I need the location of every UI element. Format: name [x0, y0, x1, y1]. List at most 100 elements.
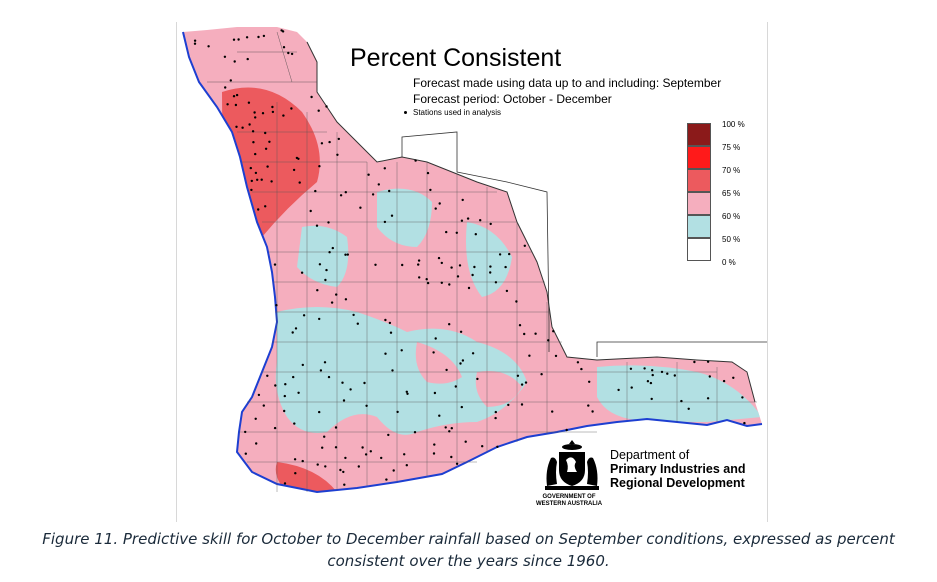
station-point	[405, 464, 408, 467]
station-point	[317, 109, 320, 112]
station-point	[476, 377, 479, 381]
forecast-line: Forecast made using data up to and inclu…	[413, 76, 722, 90]
station-point	[282, 46, 286, 49]
station-point	[293, 422, 296, 425]
station-point	[504, 265, 507, 269]
station-point	[374, 263, 377, 266]
station-point	[388, 321, 392, 325]
station-point	[283, 482, 287, 485]
station-point	[327, 221, 330, 224]
station-point	[693, 360, 696, 364]
station-point	[283, 409, 286, 413]
station-point	[722, 379, 726, 383]
station-point	[325, 105, 328, 108]
station-point	[547, 339, 550, 342]
station-point	[336, 153, 339, 156]
station-point	[250, 179, 253, 183]
dept-line3: Regional Development	[610, 476, 745, 490]
station-point	[273, 426, 277, 430]
scale-label-75: 75 %	[722, 143, 741, 152]
station-point	[254, 171, 258, 175]
station-point	[331, 246, 334, 250]
station-point	[344, 191, 347, 194]
station-point	[732, 376, 735, 379]
station-point	[365, 404, 368, 407]
station-point	[425, 278, 428, 281]
station-point	[292, 375, 295, 379]
station-point	[413, 431, 417, 434]
station-point	[339, 194, 343, 197]
station-point	[551, 410, 554, 413]
station-point	[673, 374, 676, 377]
station-point	[433, 391, 437, 395]
station-point	[357, 465, 360, 468]
scale-label-60: 60 %	[722, 212, 741, 221]
station-point	[318, 165, 321, 168]
station-point	[520, 403, 524, 406]
station-point	[254, 116, 257, 119]
scale-label-70: 70 %	[722, 166, 741, 175]
station-point	[426, 281, 430, 285]
station-point	[588, 380, 591, 383]
station-point	[706, 397, 710, 400]
station-point	[540, 373, 543, 376]
station-point	[384, 318, 387, 322]
station-point	[256, 178, 259, 181]
station-point	[344, 298, 348, 301]
map-title: Percent Consistent	[350, 44, 562, 72]
station-point	[400, 349, 403, 352]
station-point	[505, 289, 509, 293]
station-point	[591, 410, 594, 413]
station-point	[318, 263, 322, 266]
station-point	[234, 103, 238, 107]
rainfall-skill-map[interactable]	[177, 22, 767, 522]
station-point	[324, 278, 327, 282]
station-point	[325, 268, 328, 272]
station-point	[418, 276, 421, 279]
station-point	[458, 264, 462, 267]
station-point	[316, 289, 319, 292]
station-point	[392, 469, 395, 472]
station-point	[248, 123, 251, 126]
scale-box-70-75	[687, 146, 711, 169]
station-point	[316, 463, 319, 466]
station-point	[666, 372, 669, 375]
govt-line2: WESTERN AUSTRALIA	[535, 501, 603, 507]
station-point	[448, 323, 451, 326]
station-point	[450, 266, 453, 269]
station-point	[494, 281, 498, 284]
station-point	[403, 453, 406, 456]
station-point	[297, 391, 300, 394]
station-point	[262, 404, 265, 407]
figure-caption-line1: Figure 11. Predictive skill for October …	[42, 530, 895, 548]
station-point	[246, 57, 249, 61]
station-point	[518, 324, 522, 327]
station-point	[291, 331, 294, 334]
station-point	[460, 219, 464, 222]
station-point	[292, 168, 296, 172]
station-point	[438, 414, 441, 417]
station-point	[401, 263, 404, 267]
station-point	[270, 180, 273, 183]
station-point	[253, 111, 256, 114]
scale-label-100: 100 %	[722, 120, 745, 129]
station-point	[481, 445, 484, 448]
station-point	[587, 404, 590, 407]
station-point	[489, 271, 492, 274]
government-label: GOVERNMENT OF WESTERN AUSTRALIA	[532, 494, 606, 508]
station-point	[341, 381, 344, 384]
station-point	[320, 142, 324, 145]
station-point	[524, 381, 528, 384]
station-point	[565, 428, 568, 432]
station-point	[328, 251, 331, 254]
station-point	[474, 233, 477, 236]
station-point	[385, 478, 388, 481]
station-point	[534, 332, 537, 335]
station-point	[461, 198, 464, 202]
station-point	[445, 230, 448, 234]
station-point	[257, 35, 260, 39]
station-point	[262, 34, 266, 38]
station-point	[432, 351, 435, 354]
station-point	[459, 330, 463, 333]
station-point	[257, 393, 261, 397]
